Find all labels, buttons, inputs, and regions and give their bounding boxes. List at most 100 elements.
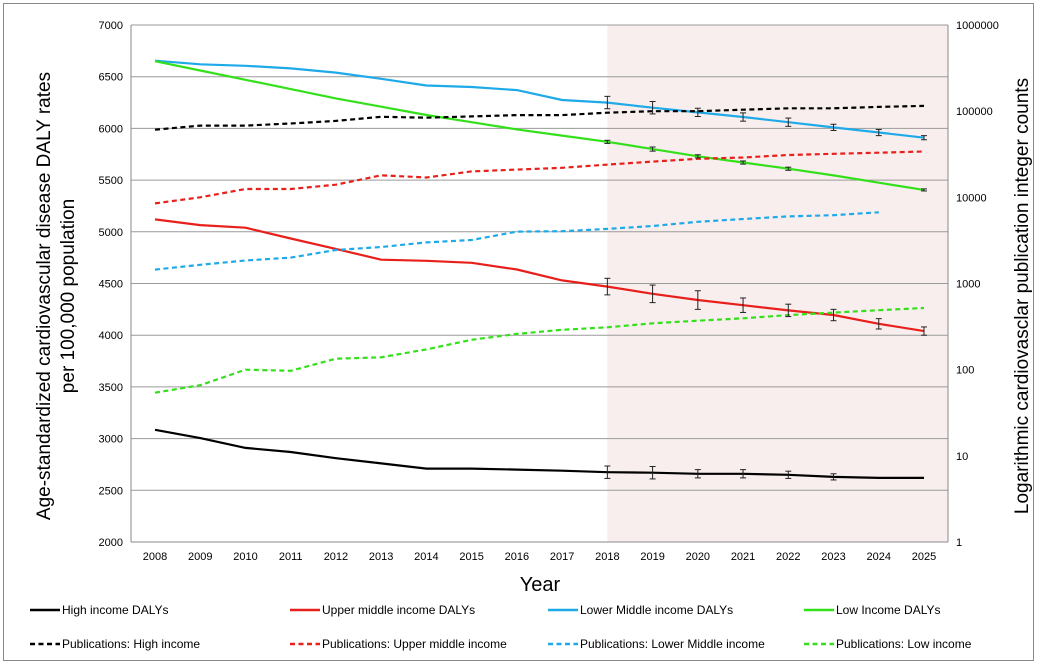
y-left-tick-label: 5000 (99, 227, 123, 239)
error-bar (830, 123, 837, 131)
x-tick-label: 2013 (369, 551, 393, 563)
legend-label: High income DALYs (62, 603, 169, 617)
legend-item: High income DALYs (30, 603, 169, 617)
x-tick-label: 2010 (233, 551, 257, 563)
y-right-tick-label: 100000 (956, 106, 993, 118)
legend-item: Publications: Low income (804, 637, 972, 651)
y-left-tick-label: 4500 (99, 279, 123, 291)
legend-item: Upper middle income DALYs (290, 603, 475, 617)
error-bar (785, 117, 792, 127)
error-bar (785, 470, 792, 479)
legend-label: Lower Middle income DALYs (580, 603, 733, 617)
series-lines (154, 59, 925, 479)
error-bar (694, 107, 701, 118)
error-bar (604, 95, 611, 110)
tick-labels: 2000 2500 3000 3500 4000 4500 5000 5500 6000 6500… (99, 20, 999, 563)
legend-label: Publications: Lower Middle income (580, 637, 765, 651)
gridlines (131, 24, 948, 491)
left-axis-title-line1: Age-standardized cardiovascular disease … (34, 72, 55, 520)
series-line-high-income-dalys (154, 428, 924, 479)
error-bar (740, 160, 747, 165)
legend-item: Lower Middle income DALYs (548, 603, 733, 617)
error-bar (604, 465, 611, 479)
legend-item: Publications: High income (30, 637, 200, 651)
error-bar (649, 101, 656, 115)
y-left-tick-label: 4000 (99, 330, 123, 342)
y-left-tick-label: 3000 (99, 434, 123, 446)
x-tick-label: 2021 (731, 551, 755, 563)
error-bar (921, 135, 927, 141)
x-tick-label: 2011 (279, 551, 303, 563)
error-bar (830, 308, 837, 322)
error-bar (604, 139, 611, 144)
x-tick-label: 2024 (867, 551, 891, 563)
x-tick-label: 2023 (821, 551, 845, 563)
error-bar (740, 112, 747, 122)
error-bar (604, 277, 611, 296)
chart-frame (3, 3, 1034, 661)
error-bar (649, 146, 656, 152)
y-right-tick-label: 100 (956, 365, 974, 377)
legend-item: Publications: Upper middle income (290, 637, 507, 651)
y-right-tick-label: 1000000 (956, 20, 999, 32)
error-bars (604, 95, 927, 481)
y-right-tick-label: 10 (956, 451, 968, 463)
x-tick-label: 2014 (414, 551, 438, 563)
error-bar (921, 188, 927, 192)
error-bar (875, 128, 882, 137)
y-left-tick-label: 6500 (99, 72, 123, 84)
legend-label: Publications: Upper middle income (322, 637, 507, 651)
series-line-publications-low-income (154, 306, 925, 394)
series-line-publications-lower-middle-income (154, 211, 879, 271)
series-line-lower-middle-income-dalys (154, 59, 925, 139)
x-tick-label: 2017 (550, 551, 574, 563)
error-bar (921, 326, 927, 336)
series-line-low-income-dalys (154, 60, 925, 191)
error-bar (740, 469, 747, 479)
y-left-tick-label: 5500 (99, 175, 123, 187)
left-axis-title-line2: per 100,000 population (58, 199, 79, 393)
error-bar (785, 166, 792, 171)
error-bar (649, 284, 656, 304)
x-tick-label: 2009 (188, 551, 212, 563)
error-bar (875, 318, 882, 330)
error-bar (785, 303, 792, 318)
series-line-upper-middle-income-dalys (154, 218, 925, 333)
legend-label: Upper middle income DALYs (322, 603, 475, 617)
y-right-tick-label: 1 (956, 537, 962, 549)
y-left-tick-label: 7000 (99, 20, 123, 32)
x-tick-label: 2019 (640, 551, 664, 563)
y-right-tick-label: 10000 (956, 192, 987, 204)
x-tick-label: 2016 (505, 551, 529, 563)
y-left-tick-label: 2000 (99, 537, 123, 549)
x-tick-label: 2020 (686, 551, 710, 563)
x-tick-label: 2008 (143, 551, 167, 563)
error-bar (830, 473, 837, 481)
y-right-tick-label: 1000 (956, 279, 980, 291)
x-tick-label: 2015 (459, 551, 483, 563)
legend-label: Publications: High income (62, 637, 200, 651)
error-bar (694, 154, 701, 159)
error-bar (649, 466, 656, 480)
y-left-tick-label: 2500 (99, 485, 123, 497)
right-axis-title: Logarithmic cardiovasclar publication in… (1012, 78, 1033, 514)
error-bar (694, 469, 701, 479)
x-tick-label: 2018 (595, 551, 619, 563)
y-left-tick-label: 3500 (99, 382, 123, 394)
series-line-publications-upper-middle-income (154, 150, 925, 205)
series-line-publications-high-income (154, 104, 925, 131)
axes (130, 25, 949, 543)
x-tick-label: 2022 (776, 551, 800, 563)
legend-item: Publications: Lower Middle income (548, 637, 765, 651)
legend-label: Low Income DALYs (836, 603, 941, 617)
x-axis-title: Year (520, 574, 561, 596)
y-left-tick-label: 6000 (99, 123, 123, 135)
error-bar (740, 297, 747, 313)
x-tick-label: 2025 (912, 551, 936, 563)
legend-label: Publications: Low income (836, 637, 972, 651)
x-tick-label: 2012 (324, 551, 348, 563)
legend-item: Low Income DALYs (804, 603, 941, 617)
error-bar (694, 290, 701, 310)
legend: High income DALYs Upper middle income DAL… (30, 603, 972, 651)
